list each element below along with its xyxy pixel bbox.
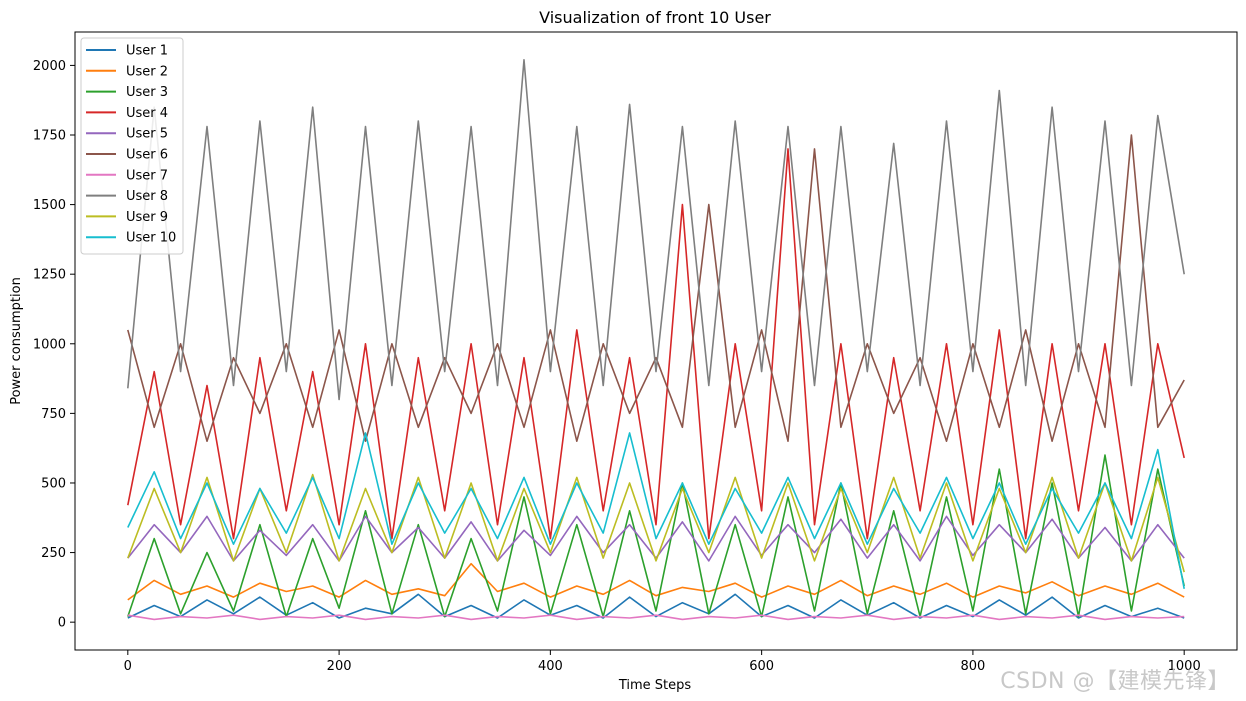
series-line-user-2: [127, 562, 1185, 601]
series-line-user-10: [127, 432, 1185, 589]
x-tick-label: 400: [538, 659, 563, 674]
y-tick-label: 1500: [33, 198, 66, 213]
watermark: CSDN @【建模先锋】: [1000, 669, 1230, 694]
y-tick-label: 500: [41, 476, 66, 491]
series-line-user-9: [127, 473, 1185, 573]
legend-label: User 9: [126, 210, 168, 225]
series-line-user-5: [127, 515, 1185, 562]
y-tick-label: 1000: [33, 337, 66, 352]
y-tick-label: 2000: [33, 59, 66, 74]
series-line-user-6: [127, 134, 1185, 443]
series-line-user-7: [127, 614, 1185, 621]
series-line-user-8: [127, 58, 1185, 401]
legend-label: User 10: [126, 231, 176, 246]
y-axis-label: Power consumption: [9, 277, 24, 405]
series-line-user-3: [127, 454, 1185, 618]
x-tick-label: 600: [749, 659, 774, 674]
x-axis-label: Time Steps: [618, 678, 692, 693]
x-tick-label: 1000: [1168, 659, 1201, 674]
series-line-user-4: [127, 148, 1185, 540]
legend: User 1 User 2 User 3 User 4 User 5 User 6 User…: [80, 37, 184, 255]
y-tick-label: 1250: [33, 268, 66, 283]
legend-label: User 1: [126, 44, 168, 59]
y-tick-label: 1750: [33, 129, 66, 144]
legend-label: User 4: [126, 106, 168, 121]
axis-ticks: 0 200 400 600 800 1000 0 250 500 750 1000 1250 1500 1…: [33, 59, 1201, 674]
legend-label: User 8: [126, 189, 168, 204]
x-tick-label: 800: [960, 659, 985, 674]
series-line-user-1: [127, 593, 1185, 619]
x-tick-label: 0: [124, 659, 132, 674]
plot-frame: [74, 31, 1238, 651]
legend-label: User 7: [126, 168, 168, 183]
plot-area: [127, 58, 1185, 621]
legend-label: User 3: [126, 85, 168, 100]
legend-label: User 2: [126, 64, 168, 79]
x-tick-label: 200: [327, 659, 352, 674]
y-tick-label: 0: [58, 616, 66, 631]
chart-title: Visualization of front 10 User: [539, 8, 771, 27]
legend-label: User 5: [126, 127, 168, 142]
y-tick-label: 250: [41, 546, 66, 561]
y-tick-label: 750: [41, 407, 66, 422]
legend-label: User 6: [126, 148, 168, 163]
